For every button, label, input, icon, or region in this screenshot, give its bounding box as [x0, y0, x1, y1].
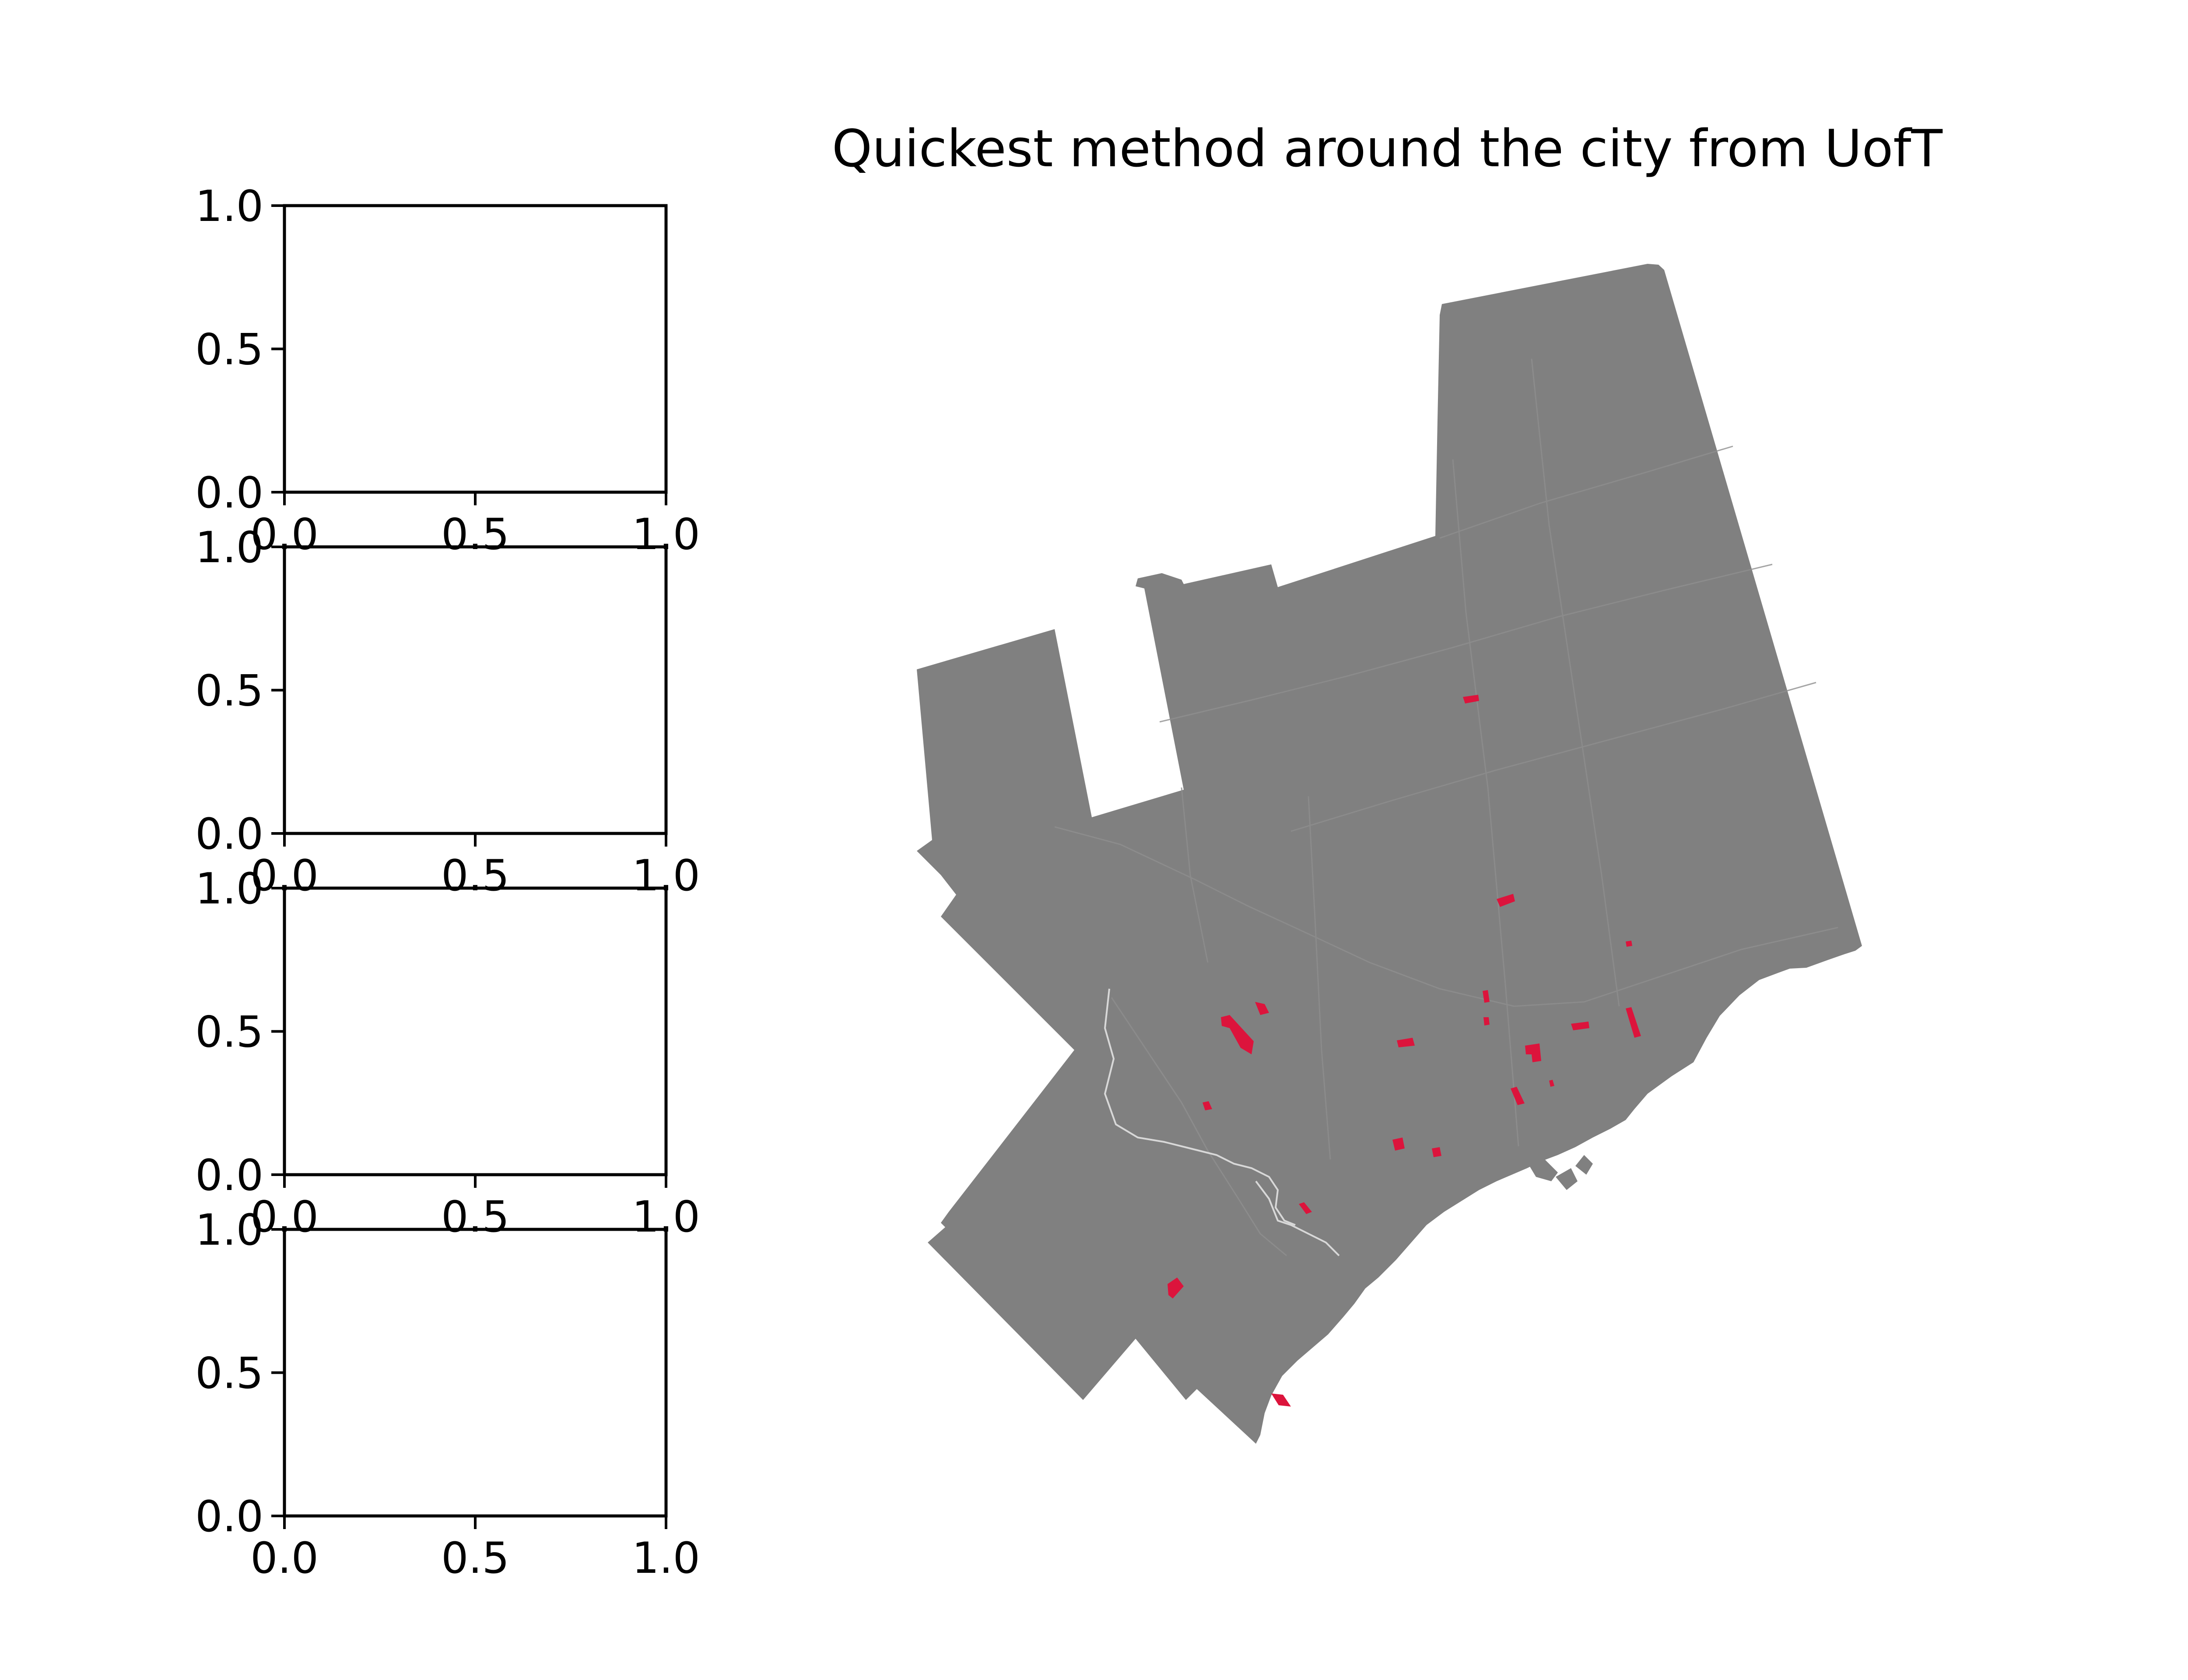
highlight-tract	[1525, 1043, 1541, 1062]
subplot-3: 0.0 0.5 1.00.00.51.0	[195, 864, 700, 1242]
highlight-tract	[1271, 1393, 1291, 1407]
y-tick-label: 1.0	[195, 864, 263, 914]
x-tick-label: 0.5	[441, 1192, 509, 1242]
city-region	[917, 264, 1862, 1444]
y-tick-label: 1.0	[195, 523, 263, 573]
highlight-tract	[1463, 695, 1479, 704]
river-lines	[1104, 988, 1340, 1256]
islands	[1529, 1155, 1593, 1190]
highlight-tract	[1221, 1015, 1254, 1054]
subplot-4: 0.0 0.5 1.0 0.0 0.5 1.0	[195, 1205, 700, 1583]
highlight-tract	[1397, 1038, 1415, 1047]
highlight-tract	[1203, 1101, 1212, 1110]
y-tick-label: 0.5	[195, 1349, 263, 1399]
highlight-tract	[1299, 1202, 1312, 1214]
subplot-2: 0.0 0.5 1.00.00.51.0	[195, 523, 700, 901]
tract-boundaries	[1054, 358, 1838, 1256]
subplot-1: 0.0 0.5 1.00.00.51.0	[195, 182, 700, 560]
city-map	[917, 264, 1862, 1444]
empty-subplots: 0.0 0.5 1.00.00.51.00.0 0.5 1.00.00.51.00.0 0…	[195, 182, 700, 1583]
highlight-tract	[1549, 1080, 1554, 1087]
highlight-tract	[1571, 1022, 1589, 1030]
y-tick-label: 0.0	[195, 1492, 263, 1542]
x-tick-label: 0.5	[441, 1533, 509, 1583]
highlight-tract	[1168, 1278, 1184, 1298]
map-title: Quickest method around the city from Uof…	[832, 119, 1943, 178]
highlight-tract	[1483, 1017, 1490, 1026]
x-tick-label: 0.0	[250, 1533, 319, 1583]
highlight-tract	[1432, 1147, 1441, 1157]
y-tick-label: 0.0	[195, 1151, 263, 1200]
y-tick-label: 0.0	[195, 468, 263, 518]
highlight-tract	[1511, 1087, 1525, 1105]
highlight-tract	[1483, 990, 1490, 1003]
y-tick-label: 0.0	[195, 809, 263, 859]
highlight-tract	[1255, 1002, 1269, 1015]
x-tick-label: 0.5	[441, 510, 509, 560]
highlighted-tracts	[1168, 695, 1641, 1407]
x-tick-label: 0.5	[441, 851, 509, 901]
x-tick-label: 1.0	[632, 1533, 700, 1583]
y-tick-label: 1.0	[195, 1205, 263, 1255]
y-tick-label: 0.5	[195, 325, 263, 375]
highlight-tract	[1497, 894, 1515, 907]
y-tick-label: 0.5	[195, 1008, 263, 1057]
highlight-tract	[1392, 1138, 1405, 1151]
y-tick-label: 0.5	[195, 666, 263, 716]
highlight-tract	[1626, 941, 1632, 947]
y-tick-label: 1.0	[195, 182, 263, 231]
highlight-tract	[1626, 1007, 1641, 1038]
